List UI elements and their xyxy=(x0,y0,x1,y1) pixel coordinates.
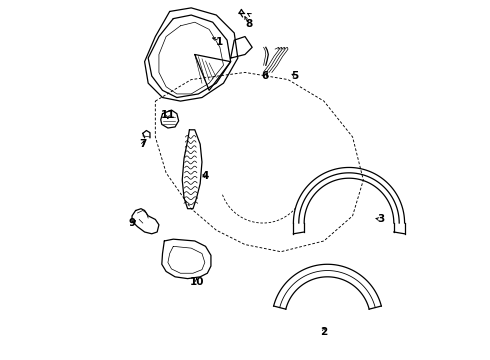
Text: 9: 9 xyxy=(128,218,136,228)
Text: 11: 11 xyxy=(161,111,175,121)
Text: 10: 10 xyxy=(189,277,204,287)
Text: 3: 3 xyxy=(378,215,385,224)
Text: 1: 1 xyxy=(216,37,223,47)
Text: 2: 2 xyxy=(320,327,327,337)
Text: 8: 8 xyxy=(245,19,252,29)
Text: 6: 6 xyxy=(261,71,269,81)
Text: 7: 7 xyxy=(139,139,147,149)
Text: 5: 5 xyxy=(292,71,299,81)
Text: 4: 4 xyxy=(202,171,209,181)
